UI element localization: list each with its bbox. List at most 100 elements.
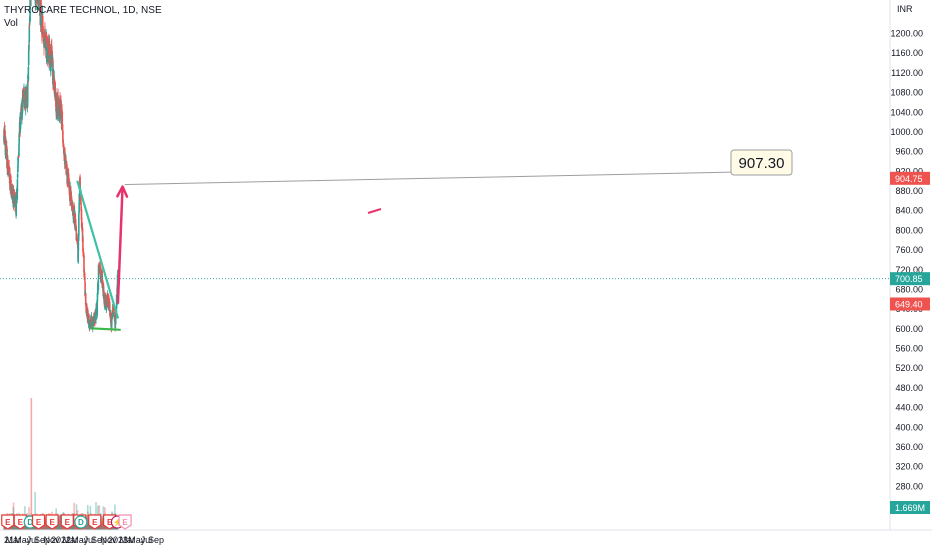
volume-bar bbox=[59, 515, 61, 530]
event-marker-letter: E bbox=[49, 518, 55, 527]
target-callout-box[interactable] bbox=[730, 149, 793, 176]
candle-body bbox=[99, 266, 102, 275]
volume-bar bbox=[101, 521, 104, 530]
x-tick-label: Nov bbox=[43, 535, 60, 545]
target-callout-label[interactable]: 907.30 bbox=[739, 155, 785, 172]
candle-body bbox=[41, 35, 43, 36]
volume-bars bbox=[3, 398, 119, 530]
volume-bar bbox=[102, 526, 105, 530]
volume-bar bbox=[14, 523, 17, 530]
price-axis[interactable]: 240.00280.00320.00360.00400.00440.00480.… bbox=[889, 0, 930, 530]
candle-body bbox=[16, 189, 19, 200]
y-tick-label: 480.00 bbox=[895, 383, 923, 393]
volume-bar bbox=[86, 517, 89, 530]
volume-bar bbox=[88, 522, 90, 530]
y-tick-label: 560.00 bbox=[895, 344, 923, 354]
volume-bar bbox=[101, 519, 104, 530]
candle-body bbox=[96, 302, 99, 316]
candle-body bbox=[28, 22, 31, 24]
candle-body bbox=[9, 173, 11, 183]
candle-body bbox=[84, 293, 87, 305]
y-tick-label: 920.00 bbox=[895, 166, 923, 176]
volume-bar bbox=[46, 523, 49, 530]
volume-bar bbox=[58, 518, 60, 530]
price-label: 649.40 bbox=[895, 299, 923, 309]
dividend-event-icon[interactable] bbox=[74, 515, 88, 529]
event-markers[interactable]: EEDEEEEDEE⚡E bbox=[1, 514, 132, 530]
volume-bar bbox=[86, 505, 89, 530]
y-tick-label: 1000.00 bbox=[890, 127, 923, 137]
candle-body bbox=[21, 97, 24, 114]
volume-bar bbox=[58, 520, 61, 530]
pink-marker-stroke bbox=[367, 208, 382, 214]
event-marker-letter: E bbox=[5, 518, 11, 527]
volume-bar bbox=[73, 525, 76, 530]
volume-bar bbox=[58, 515, 61, 530]
volume-bar bbox=[100, 525, 103, 530]
candle-body bbox=[110, 312, 112, 327]
volume-bar bbox=[34, 492, 36, 530]
y-tick-label: 280.00 bbox=[895, 481, 923, 491]
candle-body bbox=[66, 164, 68, 174]
earnings-event-icon[interactable] bbox=[60, 514, 74, 530]
earnings-event-icon[interactable] bbox=[13, 514, 27, 530]
volume-bar bbox=[87, 511, 89, 530]
candle-body bbox=[111, 316, 113, 320]
volume-bar bbox=[97, 526, 100, 530]
volume-legend[interactable]: Vol bbox=[4, 18, 18, 29]
candle-body bbox=[10, 180, 12, 183]
target-callout-leader bbox=[124, 171, 739, 186]
y-tick-label: 320.00 bbox=[895, 462, 923, 472]
volume-bar bbox=[46, 522, 48, 530]
price-label: 904.75 bbox=[895, 174, 923, 184]
event-marker-letter: D bbox=[27, 518, 33, 527]
volume-bar bbox=[74, 526, 77, 530]
x-tick-label: May bbox=[71, 535, 89, 545]
x-tick-label: Mar bbox=[5, 535, 21, 545]
price-label-box bbox=[890, 171, 930, 185]
volume-bar bbox=[72, 522, 75, 530]
volume-bar bbox=[90, 525, 93, 530]
x-tick-label: Sep bbox=[148, 535, 164, 545]
volume-bar bbox=[84, 526, 86, 530]
candle-body bbox=[80, 217, 83, 228]
candle-body bbox=[97, 279, 100, 291]
symbol-title[interactable]: THYROCARE TECHNOL, 1D, NSE bbox=[4, 5, 162, 16]
volume-bar bbox=[85, 526, 87, 530]
earnings-event-icon[interactable] bbox=[88, 514, 102, 530]
volume-bar bbox=[23, 526, 25, 530]
volume-bar bbox=[33, 526, 36, 530]
candle-body bbox=[17, 156, 19, 168]
candle-body bbox=[84, 281, 86, 297]
candle-body bbox=[95, 312, 97, 321]
y-tick-label: 840.00 bbox=[895, 206, 923, 216]
annotations: 907.30 bbox=[0, 149, 890, 331]
earnings-event-icon[interactable] bbox=[31, 514, 46, 530]
time-axis[interactable]: 21MarMayJulSepNov2022MarMayJulSepNov2023… bbox=[0, 529, 932, 545]
candle-body bbox=[7, 160, 9, 172]
candle-body bbox=[49, 60, 52, 72]
y-tick-label: 1160.00 bbox=[891, 48, 923, 58]
volume-bar bbox=[97, 526, 100, 530]
volume-bar bbox=[45, 526, 47, 530]
volume-bar bbox=[58, 514, 60, 530]
projection-arrow bbox=[116, 186, 124, 304]
volume-bar bbox=[103, 523, 106, 530]
volume-bar bbox=[87, 522, 90, 530]
candle-body bbox=[83, 255, 85, 272]
event-marker-letter: E bbox=[122, 518, 128, 527]
earnings-event-icon[interactable] bbox=[118, 514, 132, 530]
candle-body bbox=[27, 67, 30, 81]
volume-bar bbox=[104, 523, 107, 530]
x-tick-label: Jul bbox=[27, 535, 39, 545]
earnings-event-icon[interactable] bbox=[1, 514, 15, 530]
candle-body bbox=[61, 111, 64, 123]
y-tick-label: 960.00 bbox=[895, 147, 923, 157]
x-tick-label: 2023 bbox=[108, 535, 128, 545]
x-tick-label: 21 bbox=[4, 535, 14, 545]
volume-bar bbox=[55, 525, 57, 530]
y-tick-label: 520.00 bbox=[895, 363, 923, 373]
earnings-event-icon[interactable] bbox=[45, 514, 59, 530]
volume-bar bbox=[57, 526, 59, 530]
